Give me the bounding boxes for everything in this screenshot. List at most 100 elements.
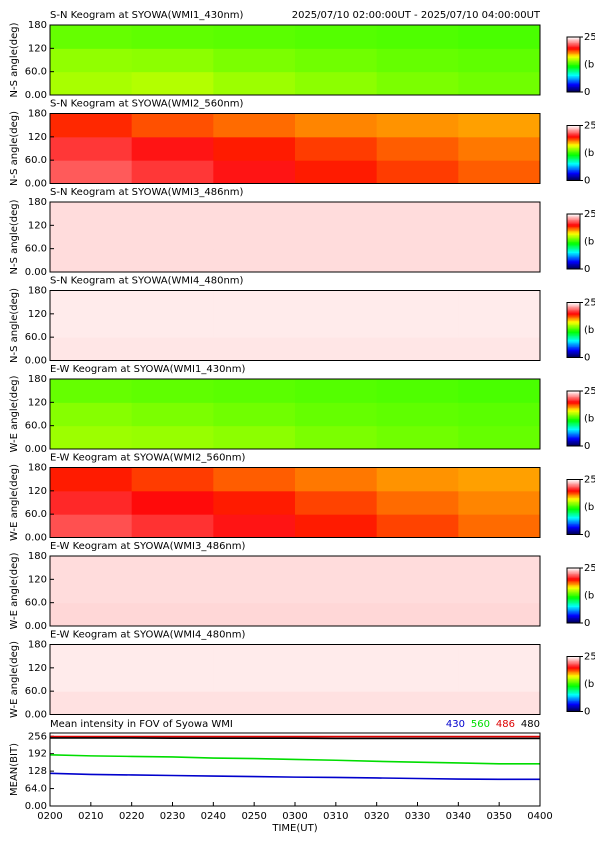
- colorbar-step: [567, 411, 580, 414]
- colorbar-step: [567, 128, 580, 131]
- colorbar-step: [567, 343, 580, 346]
- x-tick-label: 0210: [78, 811, 103, 822]
- colorbar-step: [567, 576, 580, 579]
- colorbar-step: [567, 590, 580, 592]
- legend-entry: 430: [446, 719, 465, 730]
- colorbar-step: [567, 176, 580, 179]
- colorbar-step: [567, 78, 580, 81]
- heat-cell: [50, 514, 133, 538]
- colorbar-step: [567, 485, 580, 487]
- colorbar-step: [567, 520, 580, 523]
- heat-cell: [376, 467, 459, 492]
- colorbar-step: [567, 496, 580, 498]
- heat-cell: [213, 160, 296, 184]
- heat-cell: [295, 667, 378, 692]
- colorbar-step: [567, 437, 580, 440]
- colorbar-step: [567, 240, 580, 242]
- colorbar-step: [567, 137, 580, 140]
- y-tick-label: 0.00: [25, 533, 47, 544]
- colorbar-label: (bit): [584, 237, 595, 248]
- heat-cell: [295, 25, 378, 49]
- colorbar-step: [567, 414, 580, 417]
- colorbar-step: [567, 81, 580, 83]
- heat-cell: [295, 402, 378, 427]
- y-tick-label: 0.00: [25, 356, 47, 367]
- heat-cell: [295, 202, 378, 226]
- colorbar-step: [567, 404, 580, 407]
- colorbar-step: [567, 688, 580, 690]
- colorbar-step: [567, 487, 580, 490]
- heat-cell: [131, 337, 214, 361]
- y-tick-label: 0.00: [25, 179, 47, 190]
- colorbar-step: [567, 407, 580, 410]
- colorbar-step: [567, 436, 580, 439]
- colorbar-step: [567, 325, 580, 328]
- colorbar-step: [567, 86, 580, 89]
- colorbar-step: [567, 131, 580, 133]
- y-tick-label: 0.00: [25, 90, 47, 101]
- colorbar-step: [567, 321, 580, 324]
- x-tick-label: 0220: [119, 811, 144, 822]
- colorbar-step: [567, 685, 580, 688]
- colorbar-step: [567, 52, 580, 54]
- colorbar-step: [567, 266, 580, 269]
- colorbar-step: [567, 147, 580, 150]
- x-tick-label: 0230: [160, 811, 185, 822]
- heat-cell: [295, 337, 378, 361]
- heat-cell: [458, 579, 541, 604]
- colorbar-step: [567, 177, 580, 180]
- heat-cell: [213, 667, 296, 692]
- colorbar-step: [567, 169, 580, 172]
- y-tick-label: 64.0: [25, 784, 47, 795]
- colorbar-step: [567, 502, 580, 505]
- colorbar-step: [567, 677, 580, 679]
- colorbar-step: [567, 605, 580, 607]
- heat-cell: [295, 136, 378, 161]
- colorbar-step: [567, 258, 580, 260]
- colorbar-step: [567, 42, 580, 45]
- colorbar-step: [567, 150, 580, 153]
- data-line: [50, 737, 540, 740]
- colorbar-step: [567, 706, 580, 708]
- heat-cell: [131, 379, 214, 403]
- colorbar-step: [567, 310, 580, 313]
- heat-cell: [50, 579, 133, 604]
- heat-cell: [50, 48, 133, 73]
- x-tick-label: 0330: [405, 811, 430, 822]
- heat-cell: [458, 202, 541, 226]
- colorbar-step: [567, 313, 580, 316]
- colorbar-step: [567, 418, 580, 421]
- heat-cell: [295, 490, 378, 515]
- heat-cell: [376, 514, 459, 538]
- y-tick-label: 60.0: [25, 421, 47, 432]
- colorbar-step: [567, 256, 580, 259]
- colorbar-step: [567, 682, 580, 685]
- colorbar-step: [567, 330, 580, 332]
- heat-cell: [131, 556, 214, 580]
- colorbar-step: [567, 529, 580, 531]
- colorbar-step: [567, 656, 580, 659]
- colorbar-step: [567, 508, 580, 511]
- colorbar-step: [567, 342, 580, 345]
- colorbar-step: [567, 684, 580, 686]
- colorbar-tick-label: 255: [584, 121, 595, 132]
- heat-cell: [295, 556, 378, 580]
- colorbar-step: [567, 162, 580, 165]
- heat-cell: [295, 644, 378, 669]
- heat-cell: [213, 402, 296, 427]
- colorbar-step: [567, 215, 580, 218]
- colorbar-step: [567, 428, 580, 430]
- heat-cell: [213, 514, 296, 538]
- colorbar-step: [567, 579, 580, 581]
- colorbar-step: [567, 686, 580, 689]
- y-axis-label: N-S angle(deg): [9, 288, 20, 363]
- colorbar-step: [567, 595, 580, 598]
- heat-cell: [458, 514, 541, 538]
- panel-title: S-N Keogram at SYOWA(WMI3_486nm): [50, 187, 244, 198]
- heat-cell: [213, 313, 296, 338]
- y-axis-label: MEAN(BIT): [9, 743, 20, 796]
- colorbar-step: [567, 486, 580, 489]
- colorbar-step: [567, 668, 580, 671]
- colorbar-step: [567, 392, 580, 395]
- colorbar-step: [567, 708, 580, 711]
